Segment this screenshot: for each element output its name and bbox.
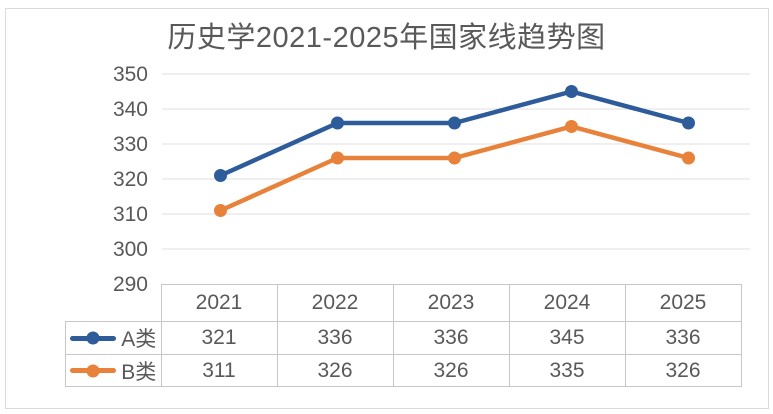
y-axis-label: 320 (113, 168, 148, 191)
value-cell-B类-2021: 311 (160, 354, 278, 387)
data-point-A类-2022 (331, 116, 344, 130)
data-point-B类-2022 (331, 151, 344, 165)
year-header-2021: 2021 (160, 284, 278, 322)
value-cell-A类-2021: 321 (160, 321, 278, 355)
table-row: A类 321 336 336 345 336 (65, 321, 742, 355)
value-cell-A类-2024: 345 (508, 321, 626, 355)
series-label: A类 (121, 328, 157, 351)
year-header-2022: 2022 (276, 284, 394, 322)
y-axis-label: 300 (113, 238, 148, 261)
table-row: B类 311 326 326 335 326 (65, 354, 742, 387)
value-cell-B类-2022: 326 (276, 354, 394, 387)
data-point-A类-2024 (565, 85, 578, 98)
value-cell-A类-2022: 336 (276, 321, 394, 355)
value-cell-A类-2023: 336 (392, 321, 510, 355)
year-header-2024: 2024 (508, 284, 626, 322)
series-line-B类 (218, 124, 691, 213)
data-point-B类-2024 (565, 120, 578, 133)
data-point-A类-2025 (682, 116, 695, 130)
chart-title: 历史学2021-2025年国家线趋势图 (167, 22, 606, 54)
value-cell-B类-2024: 335 (508, 354, 626, 387)
legend-key-cell: A类 (65, 321, 162, 355)
y-axis-label: 340 (113, 98, 148, 121)
value-cell-B类-2023: 326 (392, 354, 510, 387)
y-axis-label: 350 (113, 63, 148, 86)
data-point-B类-2025 (682, 151, 695, 165)
legend-key-cell: B类 (65, 354, 162, 387)
value-cell-B类-2025: 326 (624, 354, 742, 387)
year-header-2025: 2025 (624, 284, 742, 322)
y-axis-label: 330 (113, 133, 148, 156)
data-point-A类-2021 (214, 169, 227, 182)
y-axis-label: 310 (113, 203, 148, 226)
year-header-2023: 2023 (392, 284, 510, 322)
data-point-B类-2023 (448, 151, 461, 165)
y-axis-label: 290 (113, 273, 148, 296)
data-point-A类-2023 (448, 116, 461, 130)
legend-corner-cell (66, 285, 162, 322)
series-label: B类 (121, 360, 157, 384)
series-key-icon (70, 331, 117, 345)
data-point-B类-2021 (214, 204, 227, 217)
series-key-icon (70, 364, 117, 378)
chart-data-table: 2021 2022 2023 2024 2025 A类 321 336 336 345 336 B类 3… (65, 284, 742, 387)
value-cell-A类-2025: 336 (624, 321, 742, 355)
